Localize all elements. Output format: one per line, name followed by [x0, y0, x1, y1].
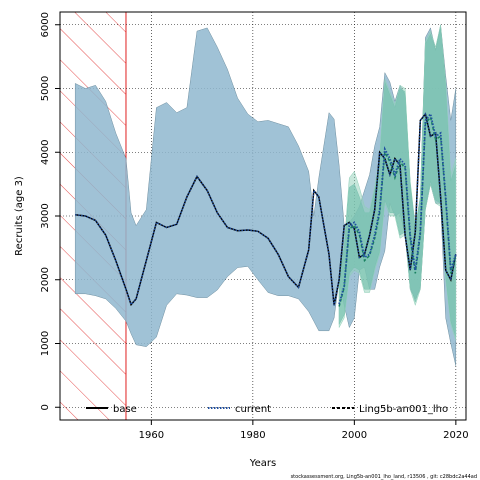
- band-base: [74, 24, 457, 366]
- legend-label: Ling5b-an001_lho: [359, 404, 448, 415]
- y-tick-label: 2000: [40, 267, 51, 292]
- series-lines: [75, 111, 457, 307]
- legend-label: current: [235, 404, 271, 415]
- y-axis: 0 1000 2000 3000 4000 5000 6000: [40, 12, 60, 410]
- confidence-bands: [74, 24, 457, 366]
- y-tick-label: 0: [40, 404, 51, 410]
- line-base-dotted-overlay: [75, 112, 457, 306]
- legend-label: base: [113, 404, 137, 415]
- x-tick-label: 1960: [139, 430, 164, 441]
- y-tick-label: 4000: [40, 140, 51, 165]
- x-axis-title: Years: [249, 458, 276, 469]
- y-tick-label: 3000: [40, 203, 51, 228]
- x-axis: 1960 1980 2000 2020: [139, 420, 469, 441]
- footnote: stockassessment.org, Ling5b-an001_lho_la…: [291, 474, 477, 480]
- y-axis-title: Recruits (age 3): [14, 176, 25, 256]
- y-tick-label: 6000: [40, 12, 51, 37]
- line-current: [338, 111, 457, 305]
- y-tick-label: 1000: [40, 331, 51, 356]
- x-tick-label: 2000: [342, 430, 367, 441]
- y-tick-label: 5000: [40, 76, 51, 101]
- legend: base current Ling5b-an001_lho: [86, 404, 448, 415]
- x-tick-label: 2020: [443, 430, 468, 441]
- x-tick-label: 1980: [240, 430, 265, 441]
